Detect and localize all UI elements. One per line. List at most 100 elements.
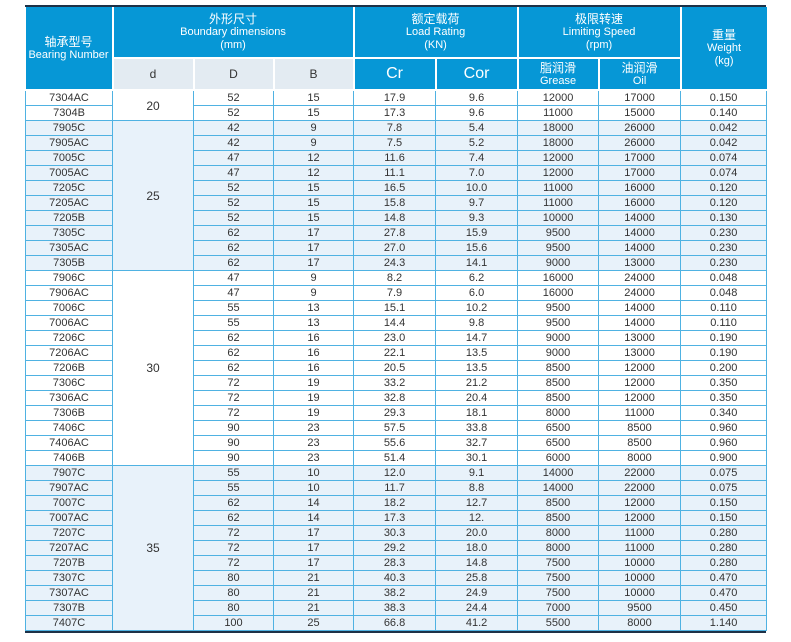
cell-oil: 26000 — [598, 120, 682, 136]
speed-header-zh: 极限转速 — [575, 12, 624, 26]
cell-model: 7305C — [25, 225, 113, 241]
cell-grease: 6000 — [517, 450, 600, 466]
cell-grease: 6500 — [517, 420, 600, 436]
cell-D: 55 — [193, 465, 274, 481]
cell-model: 7406B — [25, 450, 113, 466]
cell-weight: 0.900 — [680, 450, 768, 466]
cell-cr: 57.5 — [353, 420, 437, 436]
cell-grease: 9000 — [517, 345, 600, 361]
cell-D: 72 — [193, 555, 274, 571]
col-header-d: d — [112, 57, 195, 91]
cell-cor: 25.8 — [435, 570, 519, 586]
bearing-header-zh: 轴承型号 — [44, 34, 93, 49]
cell-model: 7307B — [25, 600, 113, 616]
cell-model: 7305AC — [25, 240, 113, 256]
cell-cor: 21.2 — [435, 375, 519, 391]
table-header: 轴承型号 Bearing Number 外形尺寸 Boundary dimens… — [25, 7, 767, 91]
cell-D: 62 — [193, 510, 274, 526]
cell-weight: 0.074 — [680, 150, 768, 166]
cell-cr: 15.8 — [353, 195, 437, 211]
table-row: 7306AC 72 19 32.8 20.4 8500 12000 0.350 — [25, 390, 768, 406]
cell-D: 42 — [193, 120, 274, 136]
dims-header-unit: (mm) — [220, 39, 246, 51]
cell-D: 47 — [193, 150, 274, 166]
table-row: 7305AC 62 17 27.0 15.6 9500 14000 0.230 — [25, 240, 768, 256]
cell-model: 7307AC — [25, 585, 113, 601]
cell-cr: 11.1 — [353, 165, 437, 181]
cell-cr: 12.0 — [353, 465, 437, 481]
cell-cr: 8.2 — [353, 270, 437, 286]
table-row: 7305B 62 17 24.3 14.1 9000 13000 0.230 — [25, 255, 768, 271]
cell-D: 80 — [193, 570, 274, 586]
cell-D: 72 — [193, 405, 274, 421]
cell-model: 7206AC — [25, 345, 113, 361]
cell-model: 7007AC — [25, 510, 113, 526]
cell-grease: 18000 — [517, 135, 600, 151]
cell-oil: 16000 — [598, 180, 682, 196]
cell-oil: 12000 — [598, 360, 682, 376]
cell-cor: 15.6 — [435, 240, 519, 256]
cell-grease: 9500 — [517, 315, 600, 331]
col-header-limiting-speed: 极限转速 Limiting Speed (rpm) — [516, 7, 682, 59]
cell-cr: 40.3 — [353, 570, 437, 586]
cell-B: 16 — [272, 330, 355, 346]
cell-grease: 14000 — [517, 465, 600, 481]
table-row: 7307AC 80 21 38.2 24.9 7500 10000 0.470 — [25, 585, 768, 601]
cell-oil: 13000 — [598, 345, 682, 361]
col-header-cr: Cr — [352, 57, 437, 91]
group-d-cell: 25 — [112, 120, 194, 271]
dims-header-zh: 外形尺寸 — [209, 12, 258, 26]
cell-grease: 11000 — [517, 105, 600, 121]
cell-B: 23 — [272, 435, 355, 451]
cell-oil: 22000 — [598, 465, 682, 481]
cell-weight: 0.150 — [680, 510, 768, 526]
cell-cr: 38.2 — [353, 585, 437, 601]
cell-B: 15 — [272, 105, 355, 121]
cell-B: 15 — [272, 89, 355, 106]
cell-cr: 14.8 — [353, 210, 437, 226]
table-row: 7906C 30 47 9 8.2 6.2 16000 24000 0.048 — [25, 270, 768, 466]
cell-grease: 8500 — [517, 510, 600, 526]
cell-D: 42 — [193, 135, 274, 151]
cell-grease: 8500 — [517, 360, 600, 376]
cell-oil: 14000 — [598, 210, 682, 226]
cell-oil: 17000 — [598, 89, 682, 106]
cell-D: 80 — [193, 600, 274, 616]
cell-model: 7406AC — [25, 435, 113, 451]
cell-D: 52 — [193, 210, 274, 226]
cell-weight: 0.120 — [680, 195, 768, 211]
group-d-cell: 30 — [112, 270, 194, 466]
cell-B: 23 — [272, 450, 355, 466]
cell-oil: 17000 — [598, 150, 682, 166]
cell-cor: 9.8 — [435, 315, 519, 331]
cell-model: 7905C — [25, 120, 113, 136]
cell-grease: 11000 — [517, 180, 600, 196]
col-header-oil: 油润滑 Oil — [597, 57, 681, 91]
cell-B: 9 — [272, 120, 355, 136]
cell-model: 7206B — [25, 360, 113, 376]
cell-weight: 0.280 — [680, 540, 768, 556]
cell-D: 55 — [193, 315, 274, 331]
cell-oil: 12000 — [598, 510, 682, 526]
cell-model: 7406C — [25, 420, 113, 436]
cell-cr: 17.3 — [353, 105, 437, 121]
col-header-outer-diameter: D — [192, 57, 275, 91]
cell-D: 62 — [193, 360, 274, 376]
cell-D: 72 — [193, 375, 274, 391]
cell-cor: 14.7 — [435, 330, 519, 346]
cell-cr: 11.7 — [353, 480, 437, 496]
cell-B: 9 — [272, 135, 355, 151]
table-row: 7007AC 62 14 17.3 12. 8500 12000 0.150 — [25, 510, 768, 526]
cell-B: 13 — [272, 315, 355, 331]
cell-B: 13 — [272, 300, 355, 316]
table-row: 7407C 100 25 66.8 41.2 5500 8000 1.140 — [25, 615, 768, 631]
cell-weight: 0.042 — [680, 120, 768, 136]
cell-model: 7006AC — [25, 315, 113, 331]
cell-grease: 10000 — [517, 210, 600, 226]
cell-cor: 20.0 — [435, 525, 519, 541]
cell-B: 21 — [272, 585, 355, 601]
load-header-zh: 额定载荷 — [411, 12, 460, 26]
cell-model: 7005C — [25, 150, 113, 166]
cell-cr: 55.6 — [353, 435, 437, 451]
cell-D: 62 — [193, 255, 274, 271]
